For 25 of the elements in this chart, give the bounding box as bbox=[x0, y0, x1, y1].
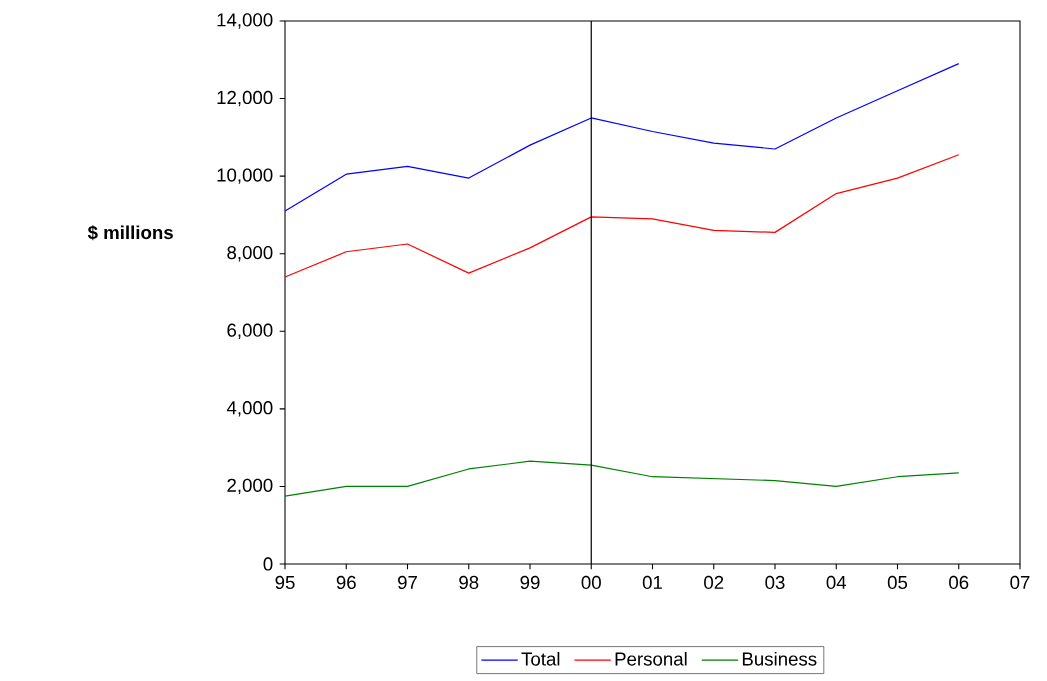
x-tick-label: 03 bbox=[765, 575, 785, 590]
x-tick-label: 05 bbox=[887, 575, 908, 590]
y-tick-label: 6,000 bbox=[227, 323, 273, 339]
x-tick-label: 99 bbox=[520, 575, 540, 590]
x-tick-label: 07 bbox=[1010, 575, 1030, 590]
x-tick-label: 98 bbox=[459, 575, 479, 590]
y-tick-label: 10,000 bbox=[217, 168, 273, 184]
y-tick-label: 14,000 bbox=[217, 13, 273, 29]
y-tick-label: 12,000 bbox=[217, 90, 273, 107]
y-tick-label: 8,000 bbox=[227, 245, 273, 262]
y-tick-label: 4,000 bbox=[226, 401, 273, 417]
y-axis-title: $ millions bbox=[87, 225, 173, 241]
x-tick-label: 06 bbox=[949, 575, 969, 590]
x-tick-label: 97 bbox=[398, 575, 417, 590]
x-tick-label: 00 bbox=[581, 575, 601, 590]
legend-label: Personal bbox=[615, 651, 687, 666]
x-tick-label: 02 bbox=[704, 575, 724, 590]
legend-label: Business bbox=[742, 651, 817, 666]
x-tick-label: 01 bbox=[642, 575, 662, 590]
x-tick-label: 04 bbox=[826, 575, 847, 590]
y-tick-label: 0 bbox=[263, 557, 273, 571]
x-tick-label: 96 bbox=[336, 575, 356, 590]
x-tick-label: 95 bbox=[275, 575, 295, 590]
y-tick-label: 2,000 bbox=[227, 478, 273, 495]
legend-label: Total bbox=[521, 651, 560, 666]
